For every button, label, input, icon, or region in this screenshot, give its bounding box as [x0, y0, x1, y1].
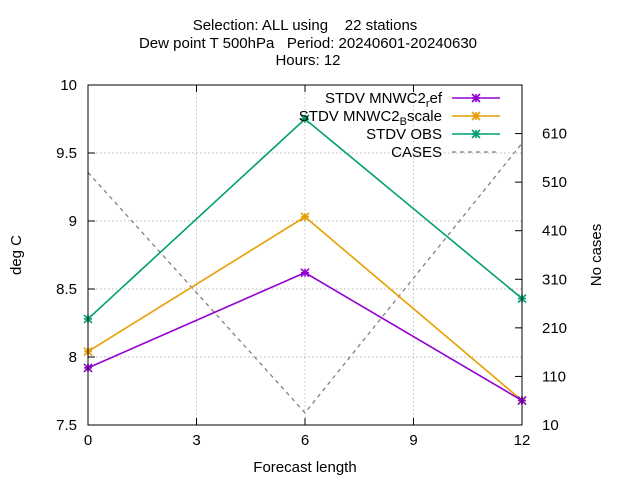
legend-marker: [471, 93, 481, 103]
y-tick-label: 9: [69, 213, 77, 230]
legend-marker: [471, 129, 481, 139]
y-axis-label: deg C: [8, 235, 25, 275]
x-tick-label: 12: [514, 432, 531, 449]
title-line-1: Selection: ALL using 22 stations: [193, 17, 418, 34]
data-point: [300, 114, 310, 124]
legend-marker: [471, 111, 481, 121]
y-tick-label: 9.5: [56, 145, 77, 162]
data-point: [300, 212, 310, 222]
plot-series: [83, 114, 527, 414]
y-tick-label: 8.5: [56, 281, 77, 298]
y2-tick-label: 410: [542, 223, 567, 240]
y2-tick-label: 110: [542, 368, 566, 385]
y2-axis-label: No cases: [588, 224, 605, 287]
chart-title: Selection: ALL using 22 stations Dew poi…: [139, 17, 477, 69]
title-line-3: Hours: 12: [275, 52, 340, 69]
legend-entry-0: STDV MNWC2ref: [325, 90, 500, 110]
x-axis-label: Forecast length: [253, 459, 356, 476]
y2-tick-label: 10: [542, 417, 559, 434]
data-point: [300, 268, 310, 278]
axis-ticks: 0 3 6 9 12 7.5 8 8.5 9 9.5 10 10 110 210 310 410 510 610: [56, 77, 567, 449]
legend-label: STDV MNWC2Bscale: [299, 108, 442, 128]
x-tick-label: 0: [84, 432, 92, 449]
legend-entry-1: STDV MNWC2Bscale: [299, 108, 500, 128]
legend-label: CASES: [391, 144, 442, 161]
y2-tick-label: 610: [542, 126, 567, 143]
legend-entry-2: STDV OBS: [366, 126, 500, 143]
legend-label: STDV OBS: [366, 126, 442, 143]
y-tick-label: 8: [69, 349, 77, 366]
x-tick-label: 3: [192, 432, 200, 449]
y-tick-label: 10: [60, 77, 77, 94]
y-tick-label: 7.5: [56, 417, 77, 434]
title-line-2: Dew point T 500hPa Period: 20240601-2024…: [139, 35, 477, 52]
legend-entry-3: CASES: [391, 144, 500, 161]
grid-lines: [88, 85, 522, 425]
legend-label: STDV MNWC2ref: [325, 90, 443, 110]
x-tick-label: 9: [409, 432, 417, 449]
y2-tick-label: 210: [542, 320, 567, 337]
x-tick-label: 6: [301, 432, 309, 449]
y2-tick-label: 310: [542, 271, 567, 288]
y2-tick-label: 510: [542, 174, 567, 191]
